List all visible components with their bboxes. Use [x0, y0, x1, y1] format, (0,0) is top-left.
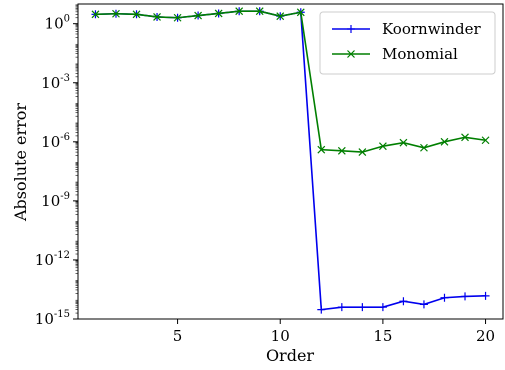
monomial-marker [317, 145, 326, 154]
x-tick-label: 20 [476, 327, 495, 345]
monomial-marker [214, 9, 223, 18]
monomial-point [173, 13, 182, 22]
monomial-marker [153, 13, 161, 21]
koornwinder-marker [337, 303, 346, 312]
x-tick-label: 10 [271, 327, 290, 345]
legend-marker-koornwinder [347, 25, 355, 33]
y-tick-label: 10-6 [41, 132, 70, 151]
koornwinder-point [378, 303, 387, 312]
monomial-marker [461, 133, 469, 142]
y-tick-label: 10-3 [41, 73, 70, 92]
monomial-series-line [95, 10, 486, 153]
y-tick-label: 10-12 [35, 250, 70, 269]
monomial-point [255, 7, 264, 16]
monomial-point [440, 137, 449, 146]
plot-frame [77, 3, 504, 320]
koornwinder-point [317, 305, 326, 314]
y-axis-label: Absolute error [11, 103, 30, 222]
koornwinder-point [419, 300, 428, 309]
koornwinder-marker [378, 303, 387, 312]
koornwinder-point [399, 297, 408, 306]
monomial-marker [91, 10, 100, 19]
y-tick-label: 100 [45, 14, 70, 33]
monomial-marker [420, 143, 428, 152]
monomial-point [317, 145, 326, 154]
y-tick-label: 10-15 [35, 309, 70, 328]
monomial-marker [276, 12, 285, 21]
legend: Koornwinder Monomial [319, 11, 496, 75]
legend-item-monomial: Monomial [332, 45, 458, 63]
monomial-marker [173, 13, 182, 22]
monomial-marker [235, 7, 244, 16]
monomial-point [420, 143, 428, 152]
koornwinder-marker [419, 300, 428, 309]
monomial-marker [399, 138, 408, 147]
monomial-point [235, 7, 244, 16]
koornwinder-point [358, 303, 367, 312]
monomial-marker [481, 136, 490, 145]
monomial-point [296, 8, 305, 17]
monomial-marker [296, 8, 305, 17]
y-tick-label: 10-9 [41, 191, 70, 210]
monomial-marker [440, 137, 449, 146]
x-tick-label: 15 [373, 327, 392, 345]
koornwinder-point [481, 291, 490, 300]
koornwinder-marker [317, 305, 326, 314]
legend-box [319, 11, 496, 75]
monomial-point [132, 10, 141, 19]
legend-marker-monomial [347, 50, 355, 58]
monomial-point [481, 136, 490, 145]
koornwinder-point [440, 293, 449, 302]
legend-label-koornwinder: Koornwinder [382, 20, 481, 38]
legend-item-koornwinder: Koornwinder [332, 20, 481, 38]
koornwinder-marker [358, 303, 367, 312]
monomial-point [194, 11, 203, 20]
y-ticks: 100 10-3 10-6 10-9 10-12 10-15 [35, 4, 78, 328]
monomial-point [461, 133, 469, 142]
monomial-marker [378, 142, 387, 151]
monomial-point [399, 138, 408, 147]
monomial-point [337, 146, 346, 155]
monomial-marker [255, 7, 264, 16]
x-axis-label: Order [266, 346, 314, 365]
koornwinder-point [461, 292, 470, 301]
koornwinder-marker [461, 292, 470, 301]
monomial-marker [358, 148, 367, 157]
monomial-point [378, 142, 387, 151]
monomial-point [214, 9, 223, 18]
monomial-point [91, 10, 100, 19]
data-layer [91, 7, 490, 314]
monomial-marker [132, 10, 141, 19]
monomial-point [153, 13, 161, 21]
koornwinder-marker [440, 293, 449, 302]
koornwinder-marker [481, 291, 490, 300]
monomial-point [112, 9, 120, 18]
monomial-point [358, 148, 367, 157]
x-tick-label: 5 [173, 327, 183, 345]
x-ticks: 5 10 15 20 [173, 319, 495, 345]
monomial-point [276, 12, 285, 21]
legend-label-monomial: Monomial [382, 45, 458, 63]
monomial-marker [112, 9, 120, 18]
koornwinder-marker [399, 297, 408, 306]
monomial-marker [337, 146, 346, 155]
monomial-marker [194, 11, 203, 20]
koornwinder-point [337, 303, 346, 312]
